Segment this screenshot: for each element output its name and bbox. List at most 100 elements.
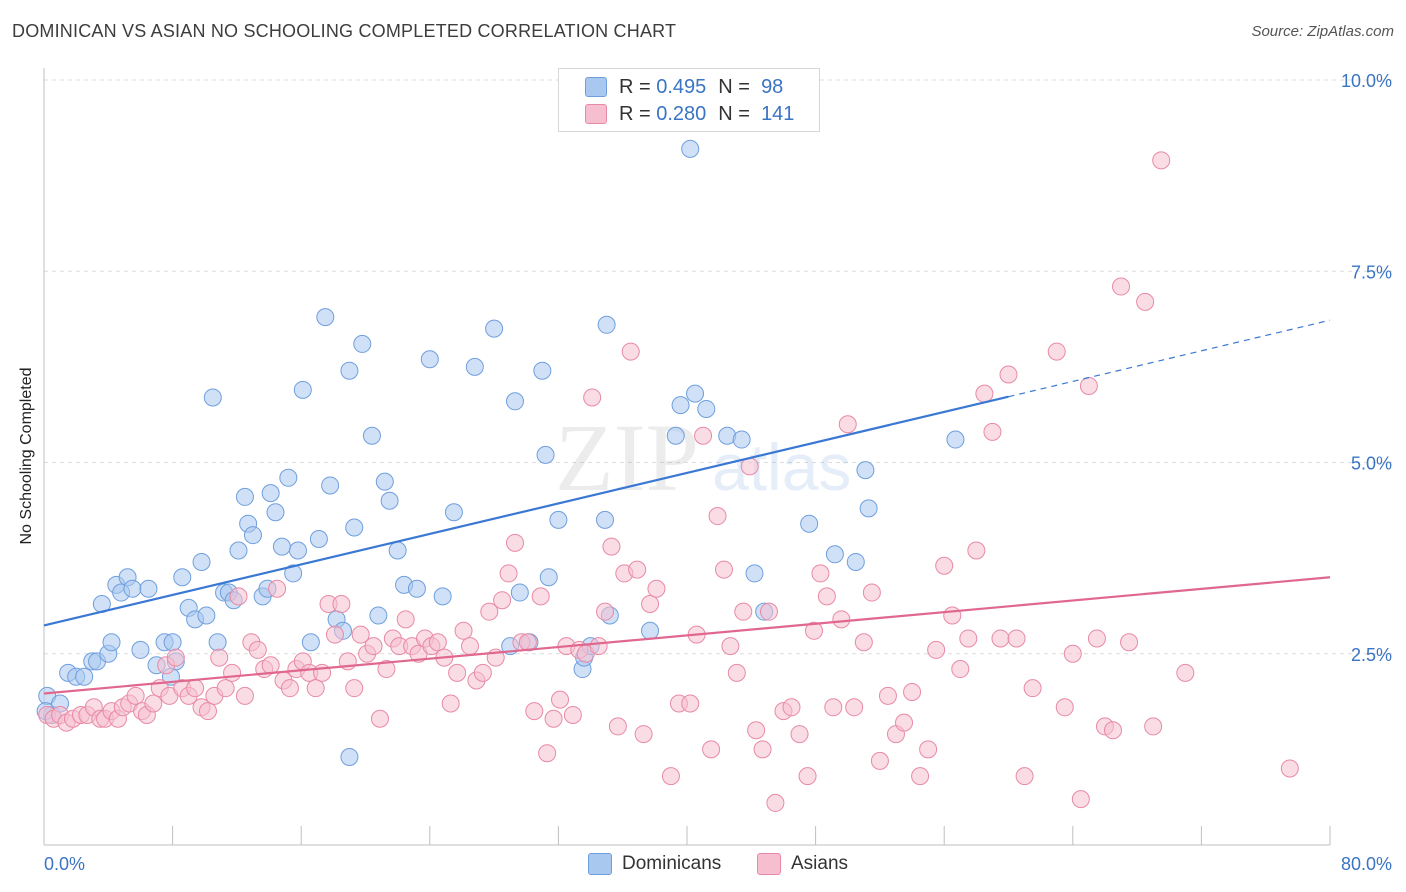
legend-r-label: R = xyxy=(619,75,651,98)
point-asians xyxy=(531,587,550,606)
point-asians xyxy=(766,793,785,812)
x-tick-label: 80.0% xyxy=(1341,854,1392,874)
point-asians xyxy=(544,709,563,728)
point-dominicans xyxy=(203,388,222,407)
point-asians xyxy=(832,610,851,629)
bottom-legend-swatch-asians xyxy=(757,853,781,875)
point-dominicans xyxy=(173,568,192,587)
point-asians xyxy=(804,621,823,640)
point-asians xyxy=(983,422,1002,441)
point-dominicans xyxy=(279,468,298,487)
point-asians xyxy=(229,587,248,606)
point-asians xyxy=(967,541,986,560)
legend-r-value: 0.495 xyxy=(656,75,707,98)
point-dominicans xyxy=(485,319,504,338)
point-dominicans xyxy=(272,537,291,556)
point-asians xyxy=(727,663,746,682)
point-asians xyxy=(493,591,512,610)
trend-line-dominicans xyxy=(43,395,1009,627)
point-dominicans xyxy=(859,499,878,518)
point-dominicans xyxy=(641,621,660,640)
point-asians xyxy=(1120,633,1139,652)
legend-n-label: N = xyxy=(718,102,750,125)
point-asians xyxy=(377,660,396,679)
point-dominicans xyxy=(139,579,158,598)
point-dominicans xyxy=(856,461,875,480)
point-asians xyxy=(351,625,370,644)
point-dominicans xyxy=(197,606,216,625)
point-dominicans xyxy=(353,334,372,353)
point-asians xyxy=(721,637,740,656)
point-dominicans xyxy=(420,350,439,369)
correlation-legend: R = 0.495 N = 98 R = 0.280 N = 141 xyxy=(558,68,820,132)
bottom-legend-asians: Asians xyxy=(757,851,848,877)
point-asians xyxy=(1071,790,1090,809)
point-asians xyxy=(538,744,557,763)
point-dominicans xyxy=(846,552,865,571)
point-dominicans xyxy=(362,426,381,445)
point-asians xyxy=(1136,292,1155,311)
point-asians xyxy=(1144,717,1163,736)
point-asians xyxy=(1087,629,1106,648)
point-asians xyxy=(811,564,830,583)
y-tick-label: 7.5% xyxy=(1351,262,1392,282)
point-dominicans xyxy=(75,667,94,686)
point-asians xyxy=(460,637,479,656)
point-asians xyxy=(216,679,235,698)
point-dominicans xyxy=(536,445,555,464)
point-dominicans xyxy=(465,357,484,376)
point-asians xyxy=(895,713,914,732)
point-asians xyxy=(1055,698,1074,717)
trend-lines xyxy=(43,319,1331,695)
point-asians xyxy=(694,426,713,445)
point-asians xyxy=(563,705,582,724)
point-asians xyxy=(583,388,602,407)
point-dominicans xyxy=(243,526,262,545)
point-asians xyxy=(325,625,344,644)
data-points xyxy=(36,139,1299,812)
point-asians xyxy=(551,690,570,709)
point-asians xyxy=(428,633,447,652)
point-asians xyxy=(1280,759,1299,778)
point-asians xyxy=(1023,679,1042,698)
bottom-legend-label-asians: Asians xyxy=(791,853,849,874)
point-asians xyxy=(223,663,242,682)
point-asians xyxy=(621,342,640,361)
point-dominicans xyxy=(510,583,529,602)
point-asians xyxy=(332,595,351,614)
point-asians xyxy=(734,602,753,621)
point-asians xyxy=(999,365,1018,384)
point-asians xyxy=(505,533,524,552)
point-dominicans xyxy=(375,472,394,491)
point-asians xyxy=(448,663,467,682)
legend-n-value: 98 xyxy=(761,75,784,98)
point-asians xyxy=(1152,151,1171,170)
point-asians xyxy=(1079,377,1098,395)
point-dominicans xyxy=(596,510,615,529)
x-tick-label: 0.0% xyxy=(44,854,85,874)
point-dominicans xyxy=(261,484,280,503)
point-asians xyxy=(186,679,205,698)
point-asians xyxy=(499,564,518,583)
point-asians xyxy=(817,587,836,606)
point-asians xyxy=(862,583,881,602)
bottom-legend-label-dominicans: Dominicans xyxy=(622,853,722,874)
tick-labels: 2.5% 5.0% 7.5% 10.0% 0.0% 80.0% xyxy=(44,71,1392,874)
point-dominicans xyxy=(946,430,965,449)
point-asians xyxy=(596,602,615,621)
y-tick-label: 2.5% xyxy=(1351,645,1392,665)
point-dominicans xyxy=(671,396,690,415)
y-axis-label: No Schooling Completed xyxy=(18,367,35,545)
point-asians xyxy=(838,415,857,434)
point-dominicans xyxy=(316,308,335,327)
legend-row-dominicans: R = 0.495 N = 98 xyxy=(585,75,783,99)
point-dominicans xyxy=(533,361,552,380)
legend-n-label: N = xyxy=(718,75,750,98)
point-asians xyxy=(126,686,145,705)
trend-extension-dominicans xyxy=(1008,319,1331,398)
y-tick-label: 5.0% xyxy=(1351,454,1392,474)
point-dominicans xyxy=(345,518,364,537)
chart-source: Source: ZipAtlas.com xyxy=(1251,23,1394,40)
point-dominicans xyxy=(549,510,568,529)
